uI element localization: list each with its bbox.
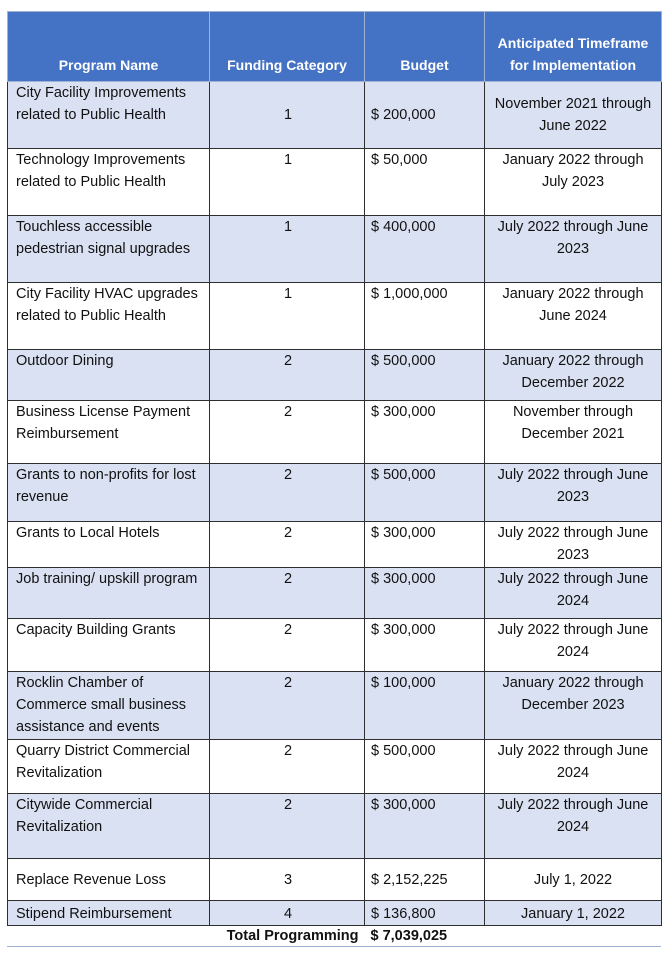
table-row: Grants to non-profits for lost revenue 2… — [7, 463, 662, 522]
budget-value: $ 300,000 — [364, 793, 485, 859]
total-empty-cell — [484, 925, 662, 946]
header-budget: Budget — [364, 11, 485, 82]
table-row: Quarry District Commercial Revitalizatio… — [7, 739, 662, 794]
header-program-name: Program Name — [7, 11, 210, 82]
budget-value: $ 136,800 — [364, 900, 485, 926]
timeframe: July 1, 2022 — [484, 858, 662, 901]
program-name: Technology Improvements related to Publi… — [7, 148, 210, 216]
program-name: Stipend Reimbursement — [7, 900, 210, 926]
funding-category: 2 — [209, 793, 365, 859]
header-funding-category: Funding Category — [209, 11, 365, 82]
program-budget-table: Program Name Funding Category Budget Ant… — [7, 11, 662, 946]
program-name: Citywide Commercial Revitalization — [7, 793, 210, 859]
budget-value: $ 400,000 — [364, 215, 485, 283]
timeframe: January 1, 2022 — [484, 900, 662, 926]
funding-category: 2 — [209, 521, 365, 568]
funding-category: 2 — [209, 671, 365, 740]
table-row: Replace Revenue Loss 3 $ 2,152,225 July … — [7, 858, 662, 901]
funding-category: 1 — [209, 282, 365, 350]
funding-category: 2 — [209, 400, 365, 464]
table-row: Grants to Local Hotels 2 $ 300,000 July … — [7, 521, 662, 568]
program-name: Job training/ upskill program — [7, 567, 210, 619]
program-name: Grants to non-profits for lost revenue — [7, 463, 210, 522]
funding-category: 3 — [209, 858, 365, 901]
budget-value: $ 300,000 — [364, 400, 485, 464]
budget-value: $ 1,000,000 — [364, 282, 485, 350]
timeframe: November 2021 through June 2022 — [484, 81, 662, 149]
table-row: Rocklin Chamber of Commerce small busine… — [7, 671, 662, 740]
table-row: Business License Payment Reimbursement 2… — [7, 400, 662, 464]
funding-category: 1 — [209, 81, 365, 149]
budget-value: $ 300,000 — [364, 618, 485, 672]
budget-value: $ 2,152,225 — [364, 858, 485, 901]
budget-value: $ 50,000 — [364, 148, 485, 216]
timeframe: July 2022 through June 2024 — [484, 793, 662, 859]
timeframe: November through December 2021 — [484, 400, 662, 464]
total-row: Total Programming $ 7,039,025 — [7, 925, 662, 946]
table-row: City Facility HVAC upgrades related to P… — [7, 282, 662, 350]
funding-category: 2 — [209, 618, 365, 672]
timeframe: January 2022 through July 2023 — [484, 148, 662, 216]
program-name: Outdoor Dining — [7, 349, 210, 401]
table-row: Job training/ upskill program 2 $ 300,00… — [7, 567, 662, 619]
timeframe: July 2022 through June 2023 — [484, 463, 662, 522]
funding-category: 2 — [209, 349, 365, 401]
funding-category: 2 — [209, 567, 365, 619]
timeframe: January 2022 through December 2023 — [484, 671, 662, 740]
timeframe: January 2022 through June 2024 — [484, 282, 662, 350]
program-name: Business License Payment Reimbursement — [7, 400, 210, 464]
timeframe: July 2022 through June 2024 — [484, 739, 662, 794]
total-label: Total Programming — [7, 925, 365, 946]
table-row: Touchless accessible pedestrian signal u… — [7, 215, 662, 283]
table-row: Capacity Building Grants 2 $ 300,000 Jul… — [7, 618, 662, 672]
funding-category: 2 — [209, 739, 365, 794]
header-timeframe: Anticipated Timeframe for Implementation — [484, 11, 662, 82]
timeframe: July 2022 through June 2024 — [484, 567, 662, 619]
program-name: City Facility HVAC upgrades related to P… — [7, 282, 210, 350]
timeframe: July 2022 through June 2024 — [484, 618, 662, 672]
table-row: Technology Improvements related to Publi… — [7, 148, 662, 216]
program-name: Capacity Building Grants — [7, 618, 210, 672]
table-row: Outdoor Dining 2 $ 500,000 January 2022 … — [7, 349, 662, 401]
table-header-row: Program Name Funding Category Budget Ant… — [7, 11, 662, 82]
timeframe: July 2022 through June 2023 — [484, 215, 662, 283]
program-name: Grants to Local Hotels — [7, 521, 210, 568]
table-row: Stipend Reimbursement 4 $ 136,800 Januar… — [7, 900, 662, 926]
timeframe: July 2022 through June 2023 — [484, 521, 662, 568]
budget-value: $ 100,000 — [364, 671, 485, 740]
program-name: Rocklin Chamber of Commerce small busine… — [7, 671, 210, 740]
funding-category: 2 — [209, 463, 365, 522]
funding-category: 1 — [209, 148, 365, 216]
budget-value: $ 500,000 — [364, 463, 485, 522]
total-value: $ 7,039,025 — [364, 925, 485, 946]
budget-value: $ 300,000 — [364, 521, 485, 568]
table-row: City Facility Improvements related to Pu… — [7, 81, 662, 149]
program-name: Replace Revenue Loss — [7, 858, 210, 901]
table-bottom-border — [7, 946, 661, 947]
program-name: Quarry District Commercial Revitalizatio… — [7, 739, 210, 794]
timeframe: January 2022 through December 2022 — [484, 349, 662, 401]
program-name: City Facility Improvements related to Pu… — [7, 81, 210, 149]
budget-value: $ 500,000 — [364, 739, 485, 794]
program-name: Touchless accessible pedestrian signal u… — [7, 215, 210, 283]
funding-category: 4 — [209, 900, 365, 926]
budget-value: $ 200,000 — [364, 81, 485, 149]
budget-value: $ 300,000 — [364, 567, 485, 619]
funding-category: 1 — [209, 215, 365, 283]
budget-value: $ 500,000 — [364, 349, 485, 401]
table-row: Citywide Commercial Revitalization 2 $ 3… — [7, 793, 662, 859]
